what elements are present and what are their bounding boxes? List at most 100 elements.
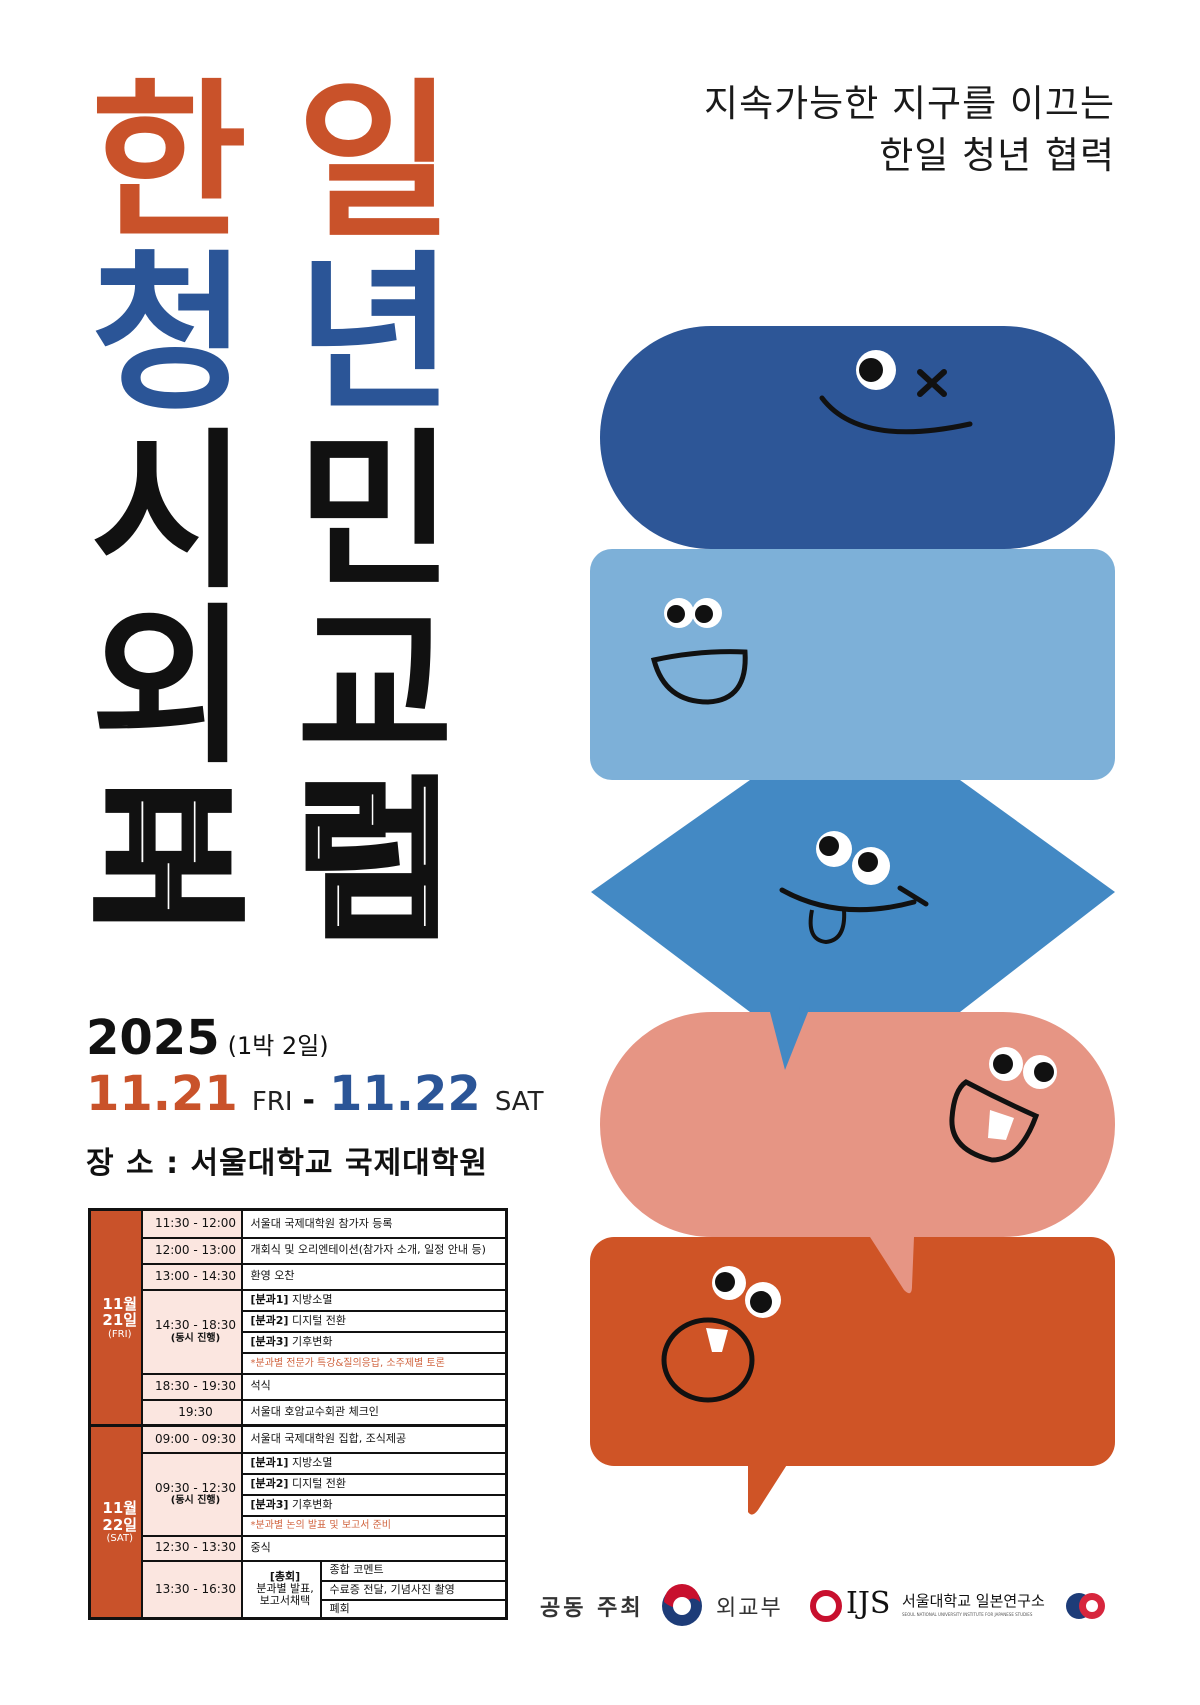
- time-cell: 19:30: [140, 1398, 243, 1427]
- time-cell: 09:30 - 12:30 (동시 진행): [140, 1451, 243, 1537]
- title-char: 포: [87, 764, 250, 962]
- korea-japan-60th-anniversary-logo-icon: [1066, 1593, 1105, 1619]
- item-cell: 개회식 및 오리엔테이션(참가자 소개, 일정 안내 등): [240, 1236, 508, 1265]
- day2-dow: (SAT): [106, 1533, 133, 1544]
- item-cell: 폐회: [319, 1598, 508, 1620]
- end-day: SAT: [494, 1087, 544, 1117]
- table-row: 09:30 - 12:30 (동시 진행) [분과1] 지방소멸: [90, 1451, 508, 1537]
- session-tag: [분과3]: [250, 1334, 289, 1348]
- session-label: 기후변화: [291, 1497, 333, 1511]
- org-mofa: 외교부: [716, 1596, 783, 1621]
- title-char: 청: [90, 236, 247, 434]
- session-cell: [분과3] 기후변화: [240, 1330, 508, 1354]
- smile-icon: [819, 395, 973, 435]
- orange-bubble: [590, 1237, 1115, 1515]
- subtitle-line-2: 한일 청년 협력: [879, 134, 1115, 177]
- session-cell: [분과2] 디지털 전환: [240, 1472, 508, 1496]
- table-row: 11월 22일 (SAT) 09:00 - 09:30 서울대 국제대학원 집합…: [88, 1424, 508, 1620]
- title-char: 럼: [293, 764, 456, 962]
- session-label: 지방소멸: [291, 1455, 333, 1469]
- table-row: 18:30 - 19:30 석식: [90, 1372, 508, 1401]
- item-cell: 중식: [240, 1534, 508, 1562]
- start-date: 11.21: [86, 1066, 238, 1122]
- time-cell: 14:30 - 18:30 (동시 진행): [140, 1288, 243, 1375]
- co-host-label: 공동 주최: [540, 1596, 644, 1621]
- table-row: 폐회: [90, 1598, 508, 1620]
- plenary-line: 분과별 발표,: [256, 1582, 314, 1596]
- table-row: 11월 21일 (FRI) 11:30 - 12:00 서울대 국제대학원 참가…: [88, 1208, 508, 1427]
- time-note: (동시 진행): [170, 1332, 221, 1344]
- item-cell: 환영 오찬: [240, 1262, 508, 1291]
- time-cell: 12:00 - 13:00: [140, 1236, 243, 1265]
- title-char: 교: [296, 589, 453, 787]
- time-text: 09:30 - 12:30: [154, 1480, 237, 1495]
- item-cell: 서울대 호암교수회관 체크인: [240, 1398, 508, 1427]
- ijs-swirl-logo-icon: [810, 1590, 842, 1622]
- session-tag: [분과2]: [250, 1476, 289, 1490]
- table-row: 19:30 서울대 호암교수회관 체크인: [90, 1398, 508, 1427]
- table-row: [분과2] 디지털 전환: [90, 1309, 508, 1333]
- org-ijs-name: 서울대학교 일본연구소: [902, 1592, 1045, 1610]
- session-tag: [분과1]: [250, 1455, 289, 1469]
- time-cell: 18:30 - 19:30: [140, 1372, 243, 1401]
- event-dates: 11.21 FRI -11.22 SAT: [86, 1066, 553, 1122]
- item-cell: 서울대 국제대학원 집합, 조식제공: [240, 1424, 508, 1454]
- title-char: 시: [90, 414, 247, 612]
- title-char: 년: [296, 236, 453, 434]
- open-mouth-icon: [949, 1079, 1040, 1163]
- item-cell: 종합 코멘트: [319, 1559, 508, 1582]
- start-day: FRI: [251, 1087, 293, 1117]
- table-row: [분과3] 기후변화: [90, 1493, 508, 1517]
- smile-icon: [779, 885, 929, 913]
- subtitle: 지속가능한 지구를 이끄는 한일 청년 협력: [704, 78, 1115, 182]
- end-date: 11.22: [328, 1066, 481, 1122]
- wink-x-icon: [917, 369, 947, 397]
- table-row: 13:00 - 14:30 환영 오찬: [90, 1262, 508, 1291]
- table-row: 14:30 - 18:30 (동시 진행) [분과1] 지방소멸: [90, 1288, 508, 1375]
- day1-day: 21일: [102, 1311, 138, 1329]
- session-cell: [분과2] 디지털 전환: [240, 1309, 508, 1333]
- tongue-icon: [808, 909, 847, 945]
- time-cell: 13:30 - 16:30: [140, 1559, 243, 1620]
- session-tag: [분과3]: [250, 1497, 289, 1511]
- plenary-line: 보고서채택: [259, 1594, 311, 1608]
- tooth-icon: [706, 1328, 728, 1352]
- session-tag: [분과1]: [250, 1292, 289, 1306]
- session-cell: [분과1] 지방소멸: [240, 1288, 508, 1312]
- title-char: 한: [90, 64, 247, 262]
- time-note: (동시 진행): [170, 1495, 221, 1507]
- day2-day: 22일: [102, 1515, 138, 1534]
- time-cell: 12:30 - 13:30: [140, 1534, 243, 1562]
- title-char: 민: [296, 414, 453, 612]
- ijs-logo-text: IJS: [846, 1586, 891, 1621]
- session-label: 디지털 전환: [291, 1476, 347, 1490]
- title-char: 일: [296, 64, 453, 262]
- title-char: 외: [90, 589, 247, 787]
- time-cell: 13:00 - 14:30: [140, 1262, 243, 1291]
- venue: 장 소 : 서울대학교 국제대학원: [86, 1146, 488, 1181]
- year-text: 2025: [86, 1010, 220, 1066]
- session-cell: [분과1] 지방소멸: [240, 1451, 508, 1475]
- time-cell: 09:00 - 09:30: [140, 1424, 243, 1454]
- subtitle-line-1: 지속가능한 지구를 이끄는: [704, 82, 1115, 125]
- session-note: *분과별 논의 발표 및 보고서 준비: [240, 1514, 508, 1537]
- table-row: 13:30 - 16:30 [총회] 분과별 발표, 보고서채택 종합 코멘트: [90, 1559, 508, 1620]
- session-cell: [분과3] 기후변화: [240, 1493, 508, 1517]
- table-row: 12:00 - 13:00 개회식 및 오리엔테이션(참가자 소개, 일정 안내…: [90, 1236, 508, 1265]
- time-cell: 11:30 - 12:00: [140, 1208, 243, 1239]
- day2-month: 11월: [102, 1499, 138, 1517]
- duration-text: (1박 2일): [227, 1032, 329, 1060]
- grin-mouth-icon: [650, 649, 748, 705]
- day2-date-cell: 11월 22일 (SAT): [88, 1424, 143, 1620]
- table-row: *분과별 논의 발표 및 보고서 준비: [90, 1514, 508, 1537]
- day1-date-cell: 11월 21일 (FRI): [88, 1208, 143, 1427]
- session-label: 지방소멸: [291, 1292, 333, 1306]
- table-row: *분과별 전문가 특강&질의응답, 소주제별 토론: [90, 1351, 508, 1375]
- item-cell: 석식: [240, 1372, 508, 1401]
- schedule-table: 11월 21일 (FRI) 11:30 - 12:00 서울대 국제대학원 참가…: [88, 1208, 508, 1620]
- session-label: 디지털 전환: [291, 1313, 347, 1327]
- session-label: 기후변화: [291, 1334, 333, 1348]
- plenary-tag: [총회]: [269, 1570, 301, 1584]
- date-dash: -: [302, 1083, 315, 1118]
